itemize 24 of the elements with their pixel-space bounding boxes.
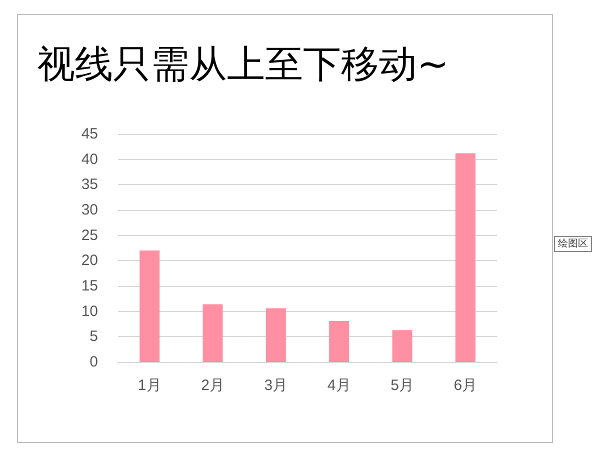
y-tick-label: 0: [90, 354, 98, 370]
y-tick-label: 25: [81, 226, 98, 244]
y-tick-label: 10: [81, 302, 98, 320]
y-tick-label: 5: [90, 328, 98, 346]
y-tick-label: 20: [81, 252, 98, 270]
y-tick-label: 35: [81, 176, 98, 194]
y-tick-label: 15: [81, 278, 98, 294]
bar: [392, 330, 412, 362]
x-tick-label: 6月: [454, 377, 478, 394]
y-tick-label: 40: [81, 150, 98, 168]
chart-title: 视线只需从上至下移动~: [37, 42, 449, 86]
x-tick-label: 1月: [138, 377, 162, 394]
bar: [329, 320, 350, 362]
bar: [266, 308, 286, 362]
x-tick-label: 4月: [327, 377, 351, 394]
x-tick-label: 5月: [390, 377, 414, 394]
y-tick-label: 45: [81, 126, 98, 142]
x-tick-label: 3月: [264, 377, 288, 394]
y-tick-label: 30: [81, 202, 98, 218]
bar: [140, 250, 160, 362]
bar: [202, 304, 223, 362]
text: 绘图区: [558, 238, 588, 250]
bar: [455, 153, 476, 362]
x-tick-label: 2月: [201, 377, 224, 394]
